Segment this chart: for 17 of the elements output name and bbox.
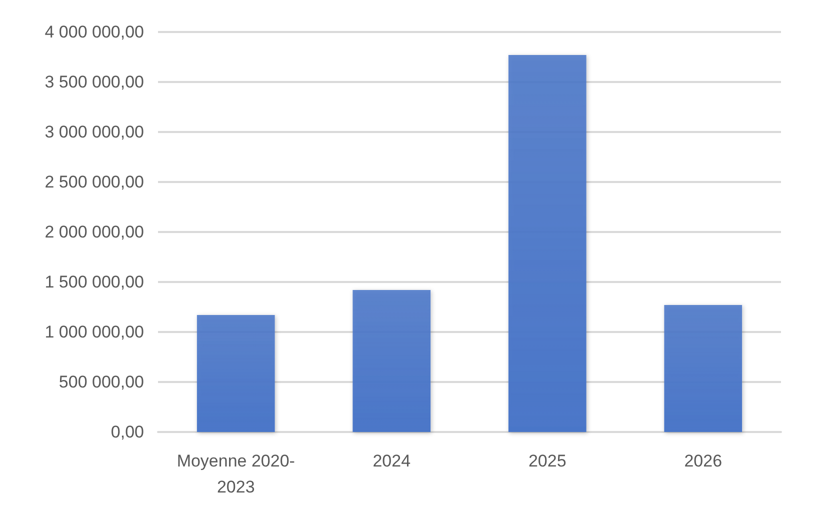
y-tick-label: 1 000 000,00 [44,322,144,342]
x-tick-label: Moyenne 2020- 2023 [176,452,295,496]
y-tick-label: 1 500 000,00 [44,272,144,292]
bar [664,305,742,432]
bar [508,55,586,432]
y-tick-label: 2 500 000,00 [44,172,144,192]
x-tick-label: 2024 [372,452,411,470]
y-tick-label: 3 500 000,00 [44,72,144,92]
y-tick-label: 500 000,00 [58,372,144,392]
y-tick-label: 0,00 [110,422,144,442]
x-tick-label: 2026 [684,452,722,470]
bar [196,315,275,432]
y-tick-label: 2 000 000,00 [44,222,144,242]
x-tick-label: 2025 [528,452,566,470]
y-tick-label: 3 000 000,00 [44,122,144,142]
bar [352,290,431,432]
y-tick-label: 4 000 000,00 [44,22,144,42]
